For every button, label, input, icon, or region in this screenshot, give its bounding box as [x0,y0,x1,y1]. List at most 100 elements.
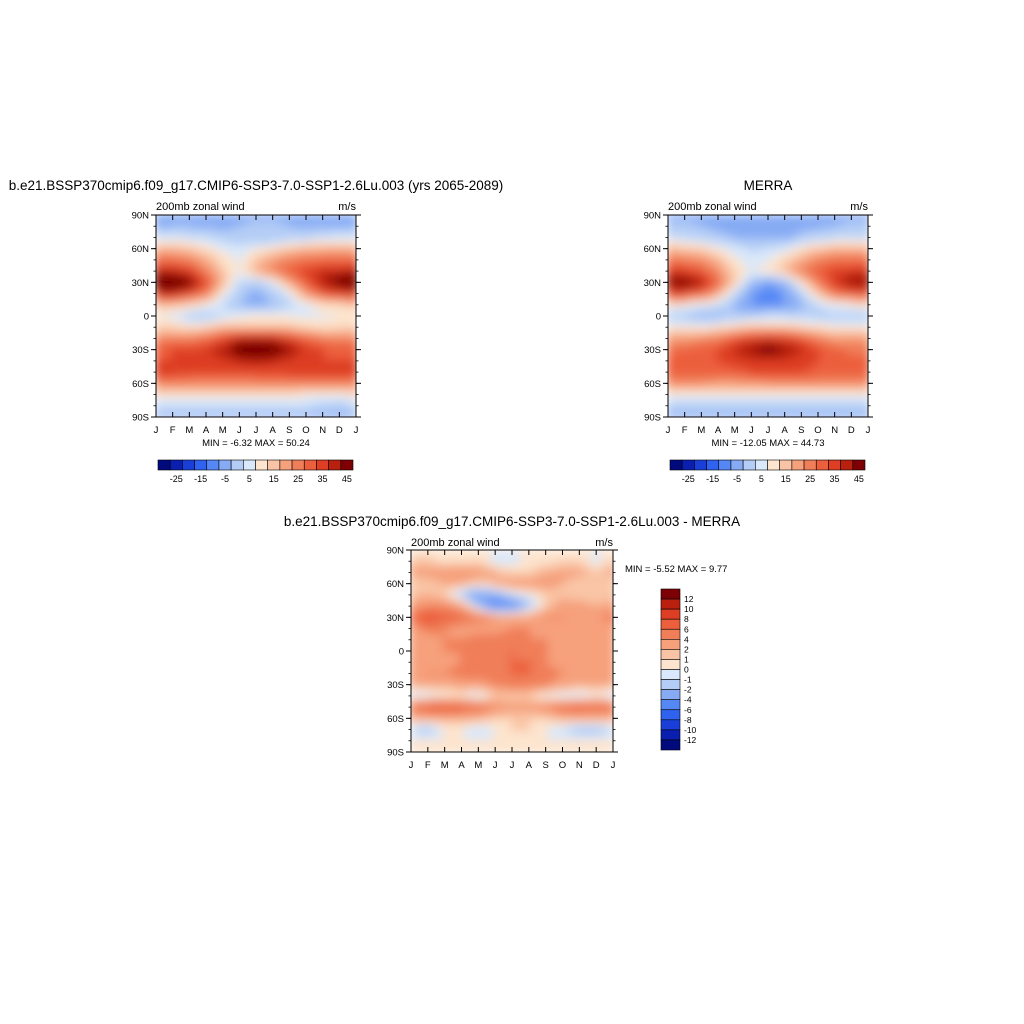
panel-model-cell [281,341,285,345]
panel-model-cell [161,355,165,359]
panel-model-cell [171,382,175,386]
panel-model-cell [274,290,279,294]
panel-model-cell [324,278,329,282]
panel-model-cell [227,274,232,278]
panel-model-cell [244,317,249,320]
panel-model-cell [257,362,262,365]
panel-model-cell [347,249,352,253]
panel-model-cell [244,274,249,278]
panel-model-cell [221,256,225,260]
panel-model-cell [324,269,329,273]
panel-model-cell [217,364,222,368]
panel-model-cell [194,346,199,350]
panel-model-cell [217,319,222,323]
panel-model-cell [307,267,312,271]
panel-model-cell [254,225,259,228]
panel-model-cell [317,296,322,300]
panel-model-cell [254,243,259,246]
panel-model-cell [271,220,275,224]
panel-model-cell [314,267,319,271]
panel-model-cell [187,344,192,347]
panel-model-cell [337,243,342,246]
panel-model-cell [264,276,269,280]
panel-model-cell [217,353,222,356]
panel-model-cell [261,308,265,311]
panel-model-cell [334,263,339,267]
panel-model-cell [217,281,222,285]
panel-model-cell [284,344,289,347]
panel-model-cell [344,319,349,323]
panel-model-cell [314,348,319,352]
panel-model-cell [281,348,285,352]
panel-model-cell [247,303,252,307]
panel-model-cell [277,265,282,269]
panel-model-cell [351,384,355,388]
panel-model-cell [217,310,222,314]
panel-model-cell [164,227,169,231]
panel-model-cell [291,386,295,390]
panel-model-cell [161,243,165,246]
panel-model-cell [354,256,356,260]
panel-model-cell [284,310,289,314]
panel-model-cell [234,328,239,332]
panel-model-cell [231,377,235,381]
panel-model-cell [297,229,302,233]
panel-model-cell [257,382,262,386]
panel-model-cell [234,218,239,222]
panel-model-cell [234,234,239,237]
panel-model-cell [327,335,332,338]
panel-model-cell [237,222,242,226]
panel-model-cell [251,287,255,291]
panel-model-cell [164,287,169,291]
panel-model-cell [177,292,182,296]
panel-model-cell [321,225,325,228]
panel-model-cell [197,344,202,347]
panel-model-cell [161,384,165,388]
panel-model-cell [314,326,319,329]
panel-model-cell [354,382,356,386]
panel-model-cell [237,269,242,273]
panel-model-cell [267,323,272,327]
panel-model-cell [311,220,315,224]
panel-model-cell [174,346,179,350]
panel-model-cell [214,344,219,347]
panel-model-cell [314,323,319,327]
panel-model-cell [277,276,282,280]
panel-model-cell [344,294,349,298]
panel-model-cell [174,379,179,383]
panel-model-cell [167,355,172,359]
panel-model-cell [251,227,255,231]
panel-model-cell [181,269,185,273]
panel-model-cell [171,388,175,392]
panel-model-cell [231,234,235,237]
panel-model-cell [181,290,185,294]
panel-model-cell [247,238,252,242]
panel-model-cell [167,330,172,334]
panel-model-cell [267,317,272,320]
panel-model-cell [157,388,162,392]
panel-model-cell [291,357,295,361]
panel-model-cell [351,357,355,361]
panel-model-cell [314,364,319,368]
panel-model-cell [341,256,345,260]
panel-model-cell [354,296,356,300]
panel-model-cell [314,292,319,296]
panel-model-cell [201,252,205,255]
panel-model-cell [184,249,189,253]
panel-model-cell [197,350,202,354]
panel-model-cell [237,339,242,343]
panel-model-cell [217,344,222,347]
panel-model-cell [244,269,249,273]
panel-model-cell [161,308,165,311]
panel-model-cell [174,252,179,255]
panel-model-cell [197,341,202,345]
panel-model-cell [177,276,182,280]
panel-model-cell [224,370,229,374]
panel-model-cell [194,245,199,249]
panel-model-cell [157,335,162,338]
panel-model-cell [264,287,269,291]
panel-model-cell [217,261,222,264]
panel-model-cell [161,245,165,249]
panel-model-cell [281,395,285,399]
panel-model-cell [204,252,209,255]
